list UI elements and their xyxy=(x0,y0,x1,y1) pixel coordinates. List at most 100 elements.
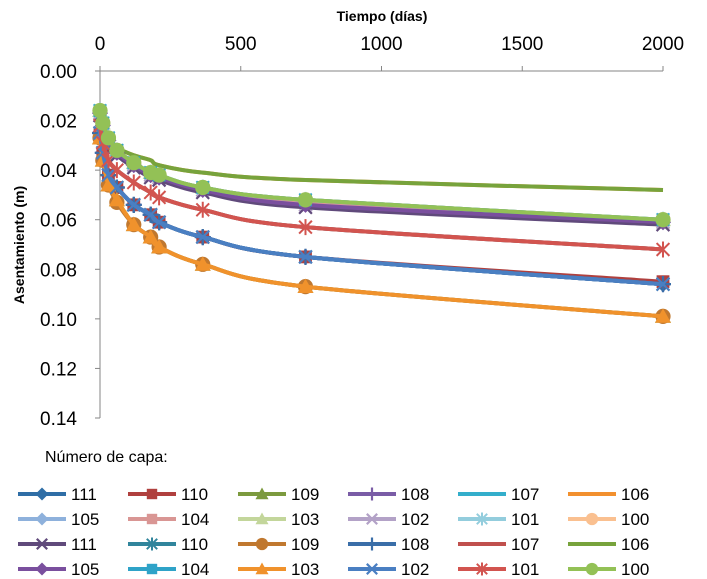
x-tick-label: 1000 xyxy=(360,34,402,55)
legend-marker xyxy=(255,562,269,575)
legend-marker xyxy=(366,563,378,575)
legend-label: 111 xyxy=(71,535,97,554)
legend-label: 102 xyxy=(401,510,429,529)
data-point xyxy=(126,174,141,191)
series-line xyxy=(98,115,664,192)
legend-item: 102 xyxy=(348,560,429,579)
legend-marker xyxy=(255,512,269,525)
data-point xyxy=(195,201,210,218)
legend-label: 107 xyxy=(511,485,539,504)
data-point xyxy=(151,215,167,230)
legend: 111 110 109 108 107 106 105 104 103 102 101 100 111 1… xyxy=(18,485,649,579)
y-axis-title: Asentamiento (m) xyxy=(11,186,27,304)
data-point xyxy=(143,184,158,201)
legend-label: 110 xyxy=(181,485,208,504)
x-tick-label: 2000 xyxy=(642,34,684,55)
legend-label: 111 xyxy=(71,485,97,504)
y-tick-label: 0.10 xyxy=(40,310,77,331)
legend-item: 104 xyxy=(128,510,209,529)
data-point xyxy=(126,197,141,213)
legend-item: 100 xyxy=(568,560,649,579)
legend-marker xyxy=(35,512,49,526)
data-point xyxy=(109,162,124,179)
legend-label: 104 xyxy=(181,560,209,579)
y-tick-label: 0.08 xyxy=(40,260,77,281)
series-106-5 xyxy=(98,115,664,192)
data-point xyxy=(108,191,125,207)
legend-label: 108 xyxy=(401,485,429,504)
axes xyxy=(95,66,664,419)
legend-label: 109 xyxy=(291,485,319,504)
legend-label: 107 xyxy=(511,535,539,554)
legend-label: 105 xyxy=(71,560,99,579)
legend-item: 109 xyxy=(238,535,319,554)
legend-item: 101 xyxy=(458,560,539,579)
series-103-20 xyxy=(92,129,671,323)
legend-label: 104 xyxy=(181,510,209,529)
legend-marker xyxy=(365,537,379,551)
series-line xyxy=(98,137,664,319)
legend-label: 105 xyxy=(71,510,99,529)
series-101-22 xyxy=(92,117,671,258)
legend-label: 110 xyxy=(181,535,208,554)
data-point xyxy=(655,276,671,292)
data-point xyxy=(297,192,314,208)
legend-marker xyxy=(476,512,488,526)
legend-item: 110 xyxy=(128,485,208,504)
legend-title: Número de capa: xyxy=(45,449,168,466)
data-point xyxy=(297,278,314,294)
legend-marker xyxy=(255,537,269,551)
y-tick-label: 0.00 xyxy=(40,62,77,83)
x-tick-label: 500 xyxy=(225,34,257,55)
series-line xyxy=(98,110,664,222)
legend-label: 103 xyxy=(291,510,319,529)
legend-marker xyxy=(585,512,599,526)
data-point xyxy=(100,177,117,192)
legend-label: 109 xyxy=(291,535,319,554)
legend-marker xyxy=(35,562,49,576)
data-point xyxy=(151,167,167,183)
legend-label: 101 xyxy=(511,510,539,529)
legend-item: 103 xyxy=(238,510,319,529)
series-line xyxy=(98,137,664,319)
legend-item: 102 xyxy=(348,510,429,529)
legend-item: 109 xyxy=(238,485,319,504)
legend-item: 104 xyxy=(128,560,209,579)
legend-marker xyxy=(146,488,158,500)
legend-item: 103 xyxy=(238,560,319,579)
data-point xyxy=(195,179,211,196)
data-point xyxy=(126,155,142,171)
data-point xyxy=(101,167,116,183)
data-point xyxy=(109,180,125,195)
legend-marker xyxy=(365,487,379,501)
data-point xyxy=(152,189,167,206)
y-tick-label: 0.02 xyxy=(40,112,77,133)
legend-item: 107 xyxy=(458,535,539,554)
legend-marker xyxy=(146,563,158,575)
series-line xyxy=(98,137,664,319)
y-tick-label: 0.06 xyxy=(40,211,77,232)
series-100-23 xyxy=(92,103,671,228)
y-tick-label: 0.14 xyxy=(40,409,77,430)
data-point xyxy=(298,249,313,265)
plot-area xyxy=(92,102,671,324)
legend-label: 100 xyxy=(621,560,649,579)
legend-item: 105 xyxy=(18,560,99,579)
data-point xyxy=(95,115,111,131)
legend-label: 106 xyxy=(621,535,649,554)
legend-marker xyxy=(36,538,48,550)
legend-marker xyxy=(146,537,158,551)
legend-label: 101 xyxy=(511,560,539,579)
legend-item: 111 xyxy=(18,535,97,554)
data-point xyxy=(655,308,671,323)
legend-label: 100 xyxy=(621,510,649,529)
data-point xyxy=(109,142,125,158)
x-tick-label: 0 xyxy=(95,34,106,55)
data-point xyxy=(195,229,210,245)
data-point xyxy=(194,256,211,271)
legend-item: 110 xyxy=(128,535,208,554)
legend-label: 106 xyxy=(621,485,649,504)
series-106-17 xyxy=(98,115,664,192)
x-tick-labels: 0 500 1000 1500 2000 xyxy=(95,34,684,55)
